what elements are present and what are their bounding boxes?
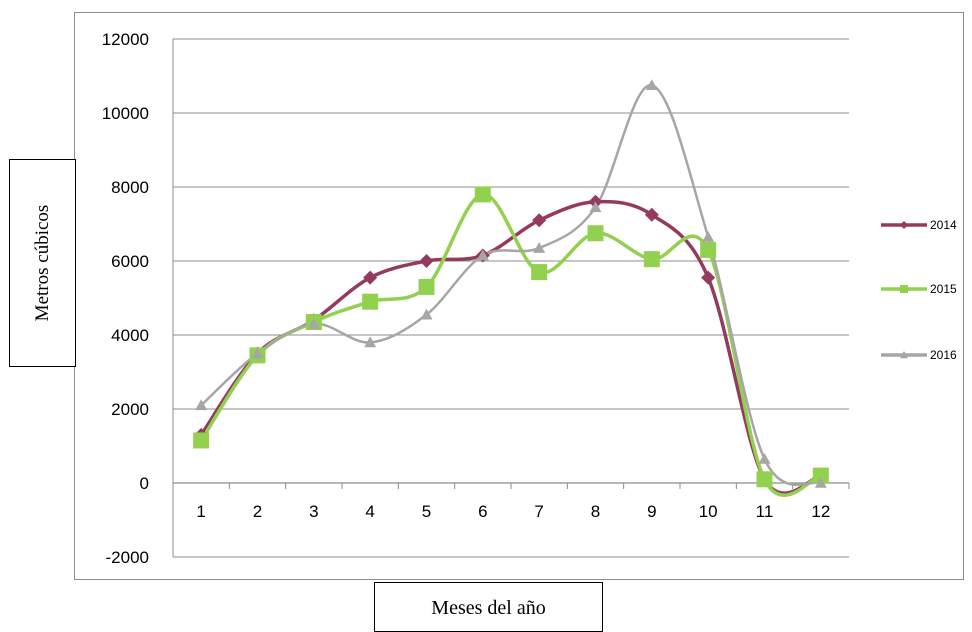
legend: 2014 2015 2016 [881,218,957,362]
data-point-2015 [756,471,773,488]
x-tick-label: 10 [699,502,718,521]
x-tick-label: 5 [422,502,431,521]
x-axis-title: Meses del año [431,597,546,619]
legend-label-2014: 2014 [930,218,957,232]
x-tick-label: 6 [478,502,487,521]
y-tick-label: 0 [140,474,149,493]
y-tick-label: 10000 [102,104,149,123]
x-tick-label: 2 [253,502,262,521]
data-point-2014 [419,254,434,268]
series-markers [193,79,829,488]
y-tick-label: 8000 [111,178,149,197]
data-point-2016 [307,317,320,329]
data-point-2015 [418,278,435,295]
x-axis-ticks: 1 2 3 4 5 6 7 8 9 10 11 12 [196,502,830,521]
x-tick-label: 11 [756,502,774,521]
x-tick-label: 12 [811,502,830,521]
data-point-2015 [362,293,379,310]
data-point-2015 [812,467,829,484]
data-point-2014 [701,270,716,285]
data-point-2014 [644,207,659,222]
legend-marker-2014 [900,221,908,229]
data-point-2016 [645,79,658,91]
legend-marker-2016 [900,351,908,359]
data-point-2015 [193,432,210,449]
gridlines [172,38,850,558]
x-tick-label: 7 [534,502,543,521]
y-tick-label: 6000 [111,252,149,271]
data-point-2016 [195,399,208,411]
y-tick-label: 4000 [111,326,149,345]
data-point-2015 [587,225,604,242]
y-tick-label: -2000 [106,548,149,567]
data-point-2014 [363,270,378,285]
data-point-2015 [531,264,548,281]
data-point-2016 [758,452,771,464]
y-tick-label: 12000 [102,30,149,49]
data-point-2016 [533,242,546,253]
series-lines [199,83,822,497]
legend-label-2016: 2016 [930,348,957,362]
data-point-2015 [474,186,491,203]
x-axis-title-box: Meses del año [374,582,603,632]
x-tick-label: 3 [309,502,318,521]
series-line-2014 [199,199,822,495]
y-tick-label: 2000 [111,400,149,419]
legend-label-2015: 2015 [930,282,957,296]
y-axis-ticks: 12000 10000 8000 6000 4000 2000 0 -2000 [102,30,149,567]
data-point-2015 [643,251,660,268]
data-point-2016 [476,249,489,261]
data-point-2014 [532,213,547,228]
y-axis-title-box: Metros cúbicos [9,159,76,367]
series-line-2016 [200,83,822,487]
y-axis-title: Metros cúbicos [31,204,53,322]
data-point-2016 [364,336,377,348]
x-tick-label: 8 [591,502,600,521]
data-point-2016 [702,230,715,242]
x-tick-label: 4 [365,502,374,521]
x-tick-label: 9 [647,502,656,521]
data-point-2015 [700,241,717,258]
data-point-2016 [251,347,264,359]
data-point-2016 [420,308,433,320]
data-point-2016 [814,477,827,488]
x-tick-label: 1 [196,502,205,521]
data-point-2016 [589,201,602,213]
legend-marker-2015 [900,285,908,293]
